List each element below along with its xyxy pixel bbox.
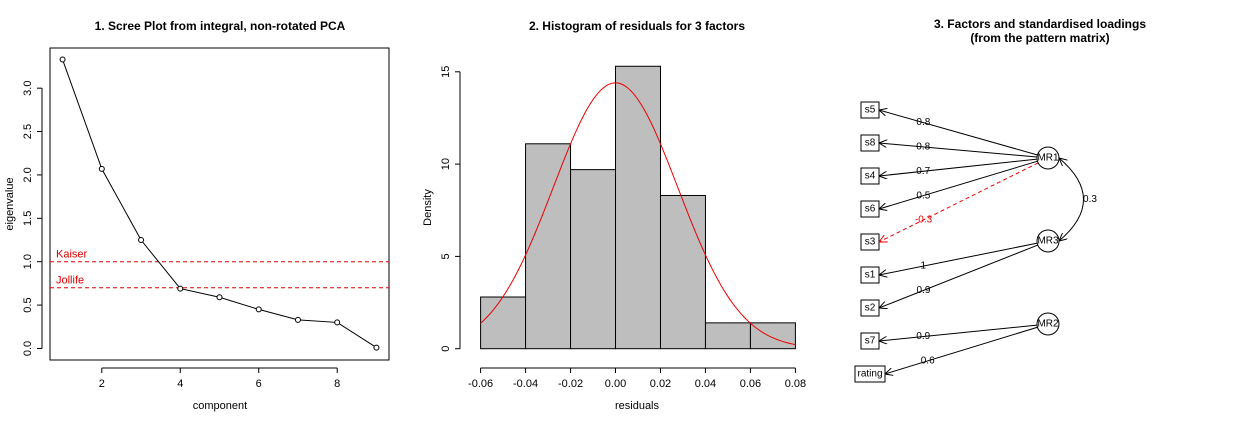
x-axis-label: component bbox=[193, 400, 247, 412]
point bbox=[294, 316, 301, 323]
loading-edge bbox=[879, 162, 1039, 242]
x-tick-label: 0.00 bbox=[605, 378, 626, 390]
y-tick-label: 1.0 bbox=[22, 254, 34, 269]
y-axis-label: eigenvalue bbox=[4, 177, 16, 230]
factor-label: MR1 bbox=[1037, 153, 1059, 164]
loading-label: -0.3 bbox=[915, 214, 933, 225]
loading-edge bbox=[879, 242, 1038, 275]
bar bbox=[659, 194, 706, 350]
loading-label: 0.9 bbox=[916, 331, 930, 342]
variable-label: s6 bbox=[865, 204, 876, 215]
y-axis-label: Density bbox=[422, 189, 434, 226]
point bbox=[98, 165, 105, 172]
point bbox=[177, 285, 184, 292]
correlation-label: 0.3 bbox=[1083, 194, 1097, 205]
chart-title: 1. Scree Plot from integral, non-rotated… bbox=[95, 19, 346, 33]
bar bbox=[570, 169, 617, 350]
y-tick-label: 10 bbox=[440, 158, 452, 170]
loading-edge bbox=[879, 244, 1038, 308]
bar bbox=[480, 296, 527, 350]
y-tick-label: 0 bbox=[440, 346, 452, 352]
loading-edge bbox=[879, 158, 1038, 176]
point bbox=[334, 319, 341, 326]
y-tick-label: 15 bbox=[440, 66, 452, 78]
line bbox=[62, 59, 377, 349]
y-tick-label: 3.0 bbox=[22, 81, 34, 96]
x-tick-label: 0.06 bbox=[740, 378, 761, 390]
y-tick-label: 2.0 bbox=[22, 167, 34, 182]
variable-label: s4 bbox=[865, 171, 876, 182]
loading-label: 0.8 bbox=[916, 117, 930, 128]
point bbox=[59, 56, 66, 63]
loading-label: 0.7 bbox=[916, 166, 930, 177]
x-tick-label: 0.04 bbox=[695, 378, 716, 390]
y-tick-label: 5 bbox=[440, 253, 452, 259]
point bbox=[216, 294, 223, 301]
chart-title: 2. Histogram of residuals for 3 factors bbox=[529, 19, 745, 33]
diagram-title: (from the pattern matrix) bbox=[970, 31, 1109, 45]
factor-node bbox=[1036, 229, 1060, 253]
loading-edge bbox=[879, 143, 1038, 158]
variable-label: s2 bbox=[865, 303, 876, 314]
x-tick-label: -0.02 bbox=[558, 378, 583, 390]
loading-edge bbox=[879, 110, 1038, 156]
variable-label: s5 bbox=[865, 105, 876, 116]
factor-label: MR2 bbox=[1037, 319, 1059, 330]
variable-label: rating bbox=[857, 369, 882, 380]
reference-label: Jollife bbox=[56, 275, 84, 287]
x-tick-label: 0.02 bbox=[650, 378, 671, 390]
loading-label: 1 bbox=[921, 261, 927, 272]
y-tick-label: 0.5 bbox=[22, 297, 34, 312]
loading-label: 0.5 bbox=[916, 190, 930, 201]
x-tick-label: 8 bbox=[334, 378, 340, 390]
x-tick-label: 4 bbox=[177, 378, 183, 390]
y-tick-label: 1.5 bbox=[22, 211, 34, 226]
density-curve bbox=[480, 82, 796, 346]
y-tick-label: 0.0 bbox=[22, 341, 34, 356]
correlation-edge bbox=[1059, 158, 1084, 241]
x-tick-label: -0.04 bbox=[513, 378, 538, 390]
variable-label: s3 bbox=[865, 237, 876, 248]
x-axis-label: residuals bbox=[615, 400, 660, 412]
loading-edge bbox=[879, 324, 1038, 341]
point bbox=[138, 237, 145, 244]
loading-label: 0.8 bbox=[916, 142, 930, 153]
bar bbox=[749, 322, 796, 350]
x-tick-label: 2 bbox=[99, 378, 105, 390]
diagram-title: 3. Factors and standardised loadings bbox=[934, 17, 1146, 31]
loading-edge bbox=[885, 326, 1038, 374]
variable-label: s7 bbox=[865, 336, 876, 347]
x-tick-label: -0.06 bbox=[468, 378, 493, 390]
plot-box bbox=[49, 47, 390, 361]
y-tick-label: 2.5 bbox=[22, 124, 34, 139]
factor-node bbox=[1036, 312, 1060, 336]
bar bbox=[704, 322, 751, 350]
factor-label: MR3 bbox=[1037, 236, 1059, 247]
point bbox=[373, 344, 380, 351]
reference-label: Kaiser bbox=[56, 249, 88, 261]
factor-node bbox=[1036, 146, 1060, 170]
x-tick-label: 0.08 bbox=[785, 378, 806, 390]
bar bbox=[525, 143, 572, 350]
loading-edge bbox=[879, 160, 1038, 209]
variable-label: s1 bbox=[865, 270, 876, 281]
loading-label: 0.6 bbox=[921, 356, 935, 367]
loading-label: 0.9 bbox=[917, 285, 931, 296]
variable-label: s8 bbox=[865, 138, 876, 149]
bar bbox=[615, 65, 661, 350]
x-tick-label: 6 bbox=[256, 378, 262, 390]
point bbox=[255, 306, 262, 313]
